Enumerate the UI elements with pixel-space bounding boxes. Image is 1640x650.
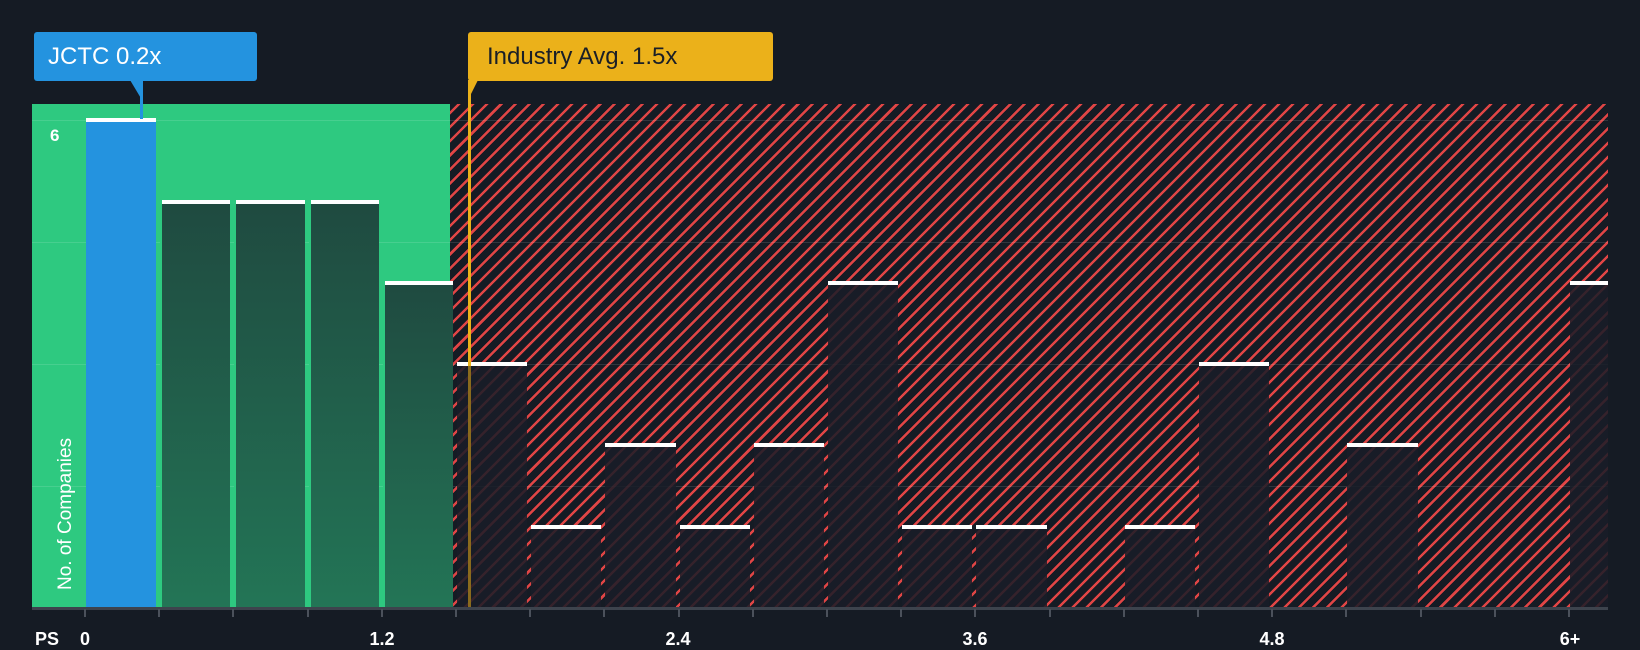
histogram-bar [902, 524, 973, 608]
x-axis-tick [306, 609, 309, 617]
bar-top-cap [1124, 524, 1195, 529]
histogram-bar [679, 524, 750, 608]
industry-callout-pointer [468, 80, 478, 100]
x-axis-tick [232, 609, 235, 617]
x-axis-tick [900, 609, 903, 617]
x-axis-label: 2.4 [665, 629, 691, 649]
bar-top-cap [236, 199, 305, 204]
bar-top-cap [753, 443, 824, 448]
bar-top-cap [162, 199, 231, 204]
x-axis-tick [1122, 609, 1125, 617]
gridline [32, 364, 1608, 365]
histogram-bar [160, 199, 231, 608]
x-axis-line [32, 607, 1608, 610]
histogram-bar [531, 524, 602, 608]
x-axis-tick [529, 609, 532, 617]
bar-top-cap [1570, 280, 1608, 285]
y-axis-top-label: 6 [50, 126, 60, 145]
gridline [32, 242, 1608, 243]
bar-top-cap [679, 524, 750, 529]
bar-top-cap [828, 280, 899, 285]
bar-top-cap [86, 118, 157, 123]
bar-top-cap [976, 524, 1047, 529]
bar-top-cap [1347, 443, 1418, 448]
histogram-bar [382, 280, 453, 608]
histogram-bar [308, 199, 379, 608]
industry-average-line [468, 81, 471, 608]
x-axis-tick [603, 609, 606, 617]
x-axis-tick [1568, 609, 1570, 617]
histogram-bar [753, 443, 824, 608]
industry-average-line-lower [468, 366, 471, 608]
company-marker-line [140, 81, 143, 119]
chart-plot-area [32, 104, 1608, 608]
x-axis-tick [158, 609, 161, 617]
x-axis-label: 0 [79, 629, 91, 649]
industry-average-callout: Industry Avg. 1.5x [468, 32, 773, 81]
bar-top-cap [902, 524, 973, 529]
bar-top-cap [605, 443, 676, 448]
x-axis-tick [1345, 609, 1348, 617]
x-axis-label: 1.2 [369, 629, 395, 649]
x-axis-label: 4.8 [1259, 629, 1285, 649]
x-axis-label: 6+ [1559, 629, 1581, 649]
bar-top-cap [384, 280, 453, 285]
x-axis-tick [974, 609, 977, 617]
gridline [32, 120, 1608, 121]
histogram-bar [1347, 443, 1418, 608]
histogram-bar [605, 443, 676, 608]
x-axis-tick [1048, 609, 1051, 617]
histogram-bar [1199, 362, 1270, 608]
x-axis-tick [1271, 609, 1274, 617]
x-axis-tick [84, 609, 86, 617]
x-axis-tick [1197, 609, 1199, 617]
x-axis-title: PS [35, 629, 60, 649]
histogram-bar [234, 199, 305, 608]
histogram-bar [828, 280, 899, 608]
x-axis-tick [1419, 609, 1422, 617]
x-axis-tick [380, 609, 383, 617]
bar-top-cap [457, 362, 528, 367]
x-axis-tick [751, 609, 754, 617]
histogram-bar [1570, 280, 1608, 608]
company-callout-pointer [130, 80, 142, 100]
x-axis-tick [1493, 609, 1496, 617]
company-callout: JCTC 0.2x [34, 32, 257, 81]
bar-top-cap [310, 199, 379, 204]
company-bar [86, 118, 157, 608]
x-axis-tick [826, 609, 828, 617]
bar-top-cap [1199, 362, 1270, 367]
histogram-bar [976, 524, 1047, 608]
bar-top-cap [531, 524, 602, 529]
x-axis-tick [455, 609, 457, 617]
histogram-bar [1124, 524, 1195, 608]
y-axis-title: No. of Companies [55, 437, 76, 590]
x-axis-tick [677, 609, 680, 617]
x-axis-label: 3.6 [962, 629, 988, 649]
